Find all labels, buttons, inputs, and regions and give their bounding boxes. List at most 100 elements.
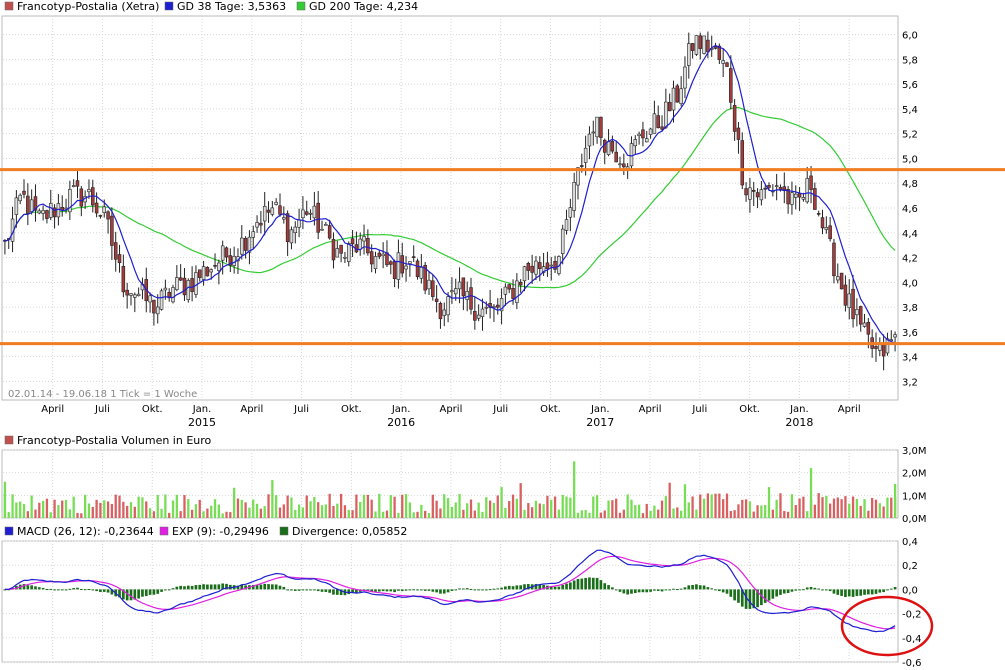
- candle-body: [515, 280, 519, 303]
- volume-bar: [783, 511, 786, 518]
- divergence-bar: [45, 589, 49, 591]
- price-grid: [3, 16, 897, 400]
- candle-body: [366, 237, 370, 254]
- candle-body: [717, 45, 722, 60]
- macd-y-tick: -0,4: [902, 634, 922, 645]
- candle-body: [434, 298, 439, 302]
- volume-bar: [53, 499, 56, 518]
- divergence-bar: [450, 589, 454, 591]
- candle-body: [690, 43, 695, 51]
- macd-y-tick: 0,0: [902, 585, 918, 596]
- volume-bar: [187, 499, 190, 518]
- divergence-bar: [599, 580, 603, 590]
- candle-body: [503, 286, 508, 295]
- volume-bar: [878, 503, 881, 518]
- divergence-bar: [186, 585, 190, 590]
- gd38-path: [4, 44, 896, 344]
- volume-bar: [867, 510, 870, 518]
- volume-bar: [519, 483, 522, 518]
- x-month-label: Juli: [492, 404, 508, 415]
- candle-body: [255, 222, 259, 228]
- volume-bar: [171, 500, 175, 518]
- volume-bar: [45, 498, 49, 518]
- volume-bar: [221, 513, 224, 518]
- candle-body: [683, 66, 687, 89]
- divergence-bar: [313, 589, 316, 591]
- volume-bar: [813, 504, 817, 518]
- candle-body: [637, 133, 641, 137]
- legend-label-macd: MACD (26, 12): -0,23644: [17, 525, 154, 538]
- candle-body: [312, 205, 317, 219]
- divergence-bar: [847, 589, 851, 597]
- volume-bar: [871, 497, 874, 518]
- volume-bar-peak: [809, 468, 813, 518]
- volume-bar: [412, 512, 415, 518]
- volume-bar: [210, 505, 213, 518]
- divergence-bar: [271, 584, 274, 590]
- candle-body: [18, 194, 22, 202]
- volume-bar: [313, 496, 316, 518]
- divergence-bar: [565, 583, 568, 590]
- divergence-bar: [259, 584, 263, 590]
- divergence-bar: [83, 589, 87, 591]
- macd-y-tick: 0,2: [902, 561, 918, 572]
- divergence-bar: [626, 589, 629, 595]
- divergence-bar: [244, 585, 247, 590]
- volume-bar: [699, 494, 702, 518]
- divergence-bar: [500, 587, 503, 590]
- candle-body: [56, 203, 61, 218]
- candle-body: [71, 185, 76, 187]
- divergence-bar: [725, 589, 729, 594]
- gd200-path: [12, 106, 896, 289]
- volume-bar: [622, 509, 625, 518]
- divergence-bar: [435, 589, 438, 593]
- volume-bar: [450, 506, 454, 518]
- volume-bar: [496, 495, 499, 518]
- candle-body: [190, 278, 194, 292]
- candle-body: [316, 202, 320, 233]
- divergence-bar: [209, 584, 213, 590]
- candle-body: [820, 217, 825, 229]
- volume-bar: [297, 504, 301, 518]
- candle-body: [198, 269, 202, 278]
- volume-bar: [435, 500, 438, 518]
- volume-y-tick: 0,0M: [902, 514, 927, 525]
- volume-bar: [722, 499, 725, 518]
- volume-bar: [523, 509, 526, 518]
- divergence-bar: [194, 585, 198, 590]
- candle-body: [736, 127, 741, 140]
- candle-body: [240, 237, 244, 255]
- candle-body: [889, 339, 894, 341]
- divergence-bar: [68, 588, 72, 590]
- divergence-bar: [148, 589, 152, 595]
- x-month-label: April: [838, 404, 861, 415]
- divergence-bar: [802, 589, 805, 591]
- candle-body: [297, 219, 301, 228]
- divergence-bar: [878, 589, 882, 593]
- volume-bar: [741, 499, 744, 518]
- volume-bar: [301, 507, 305, 518]
- price-y-tick: 4,4: [902, 229, 918, 240]
- volume-bar: [718, 493, 721, 518]
- volume-bar: [126, 505, 129, 518]
- divergence-bar: [874, 589, 878, 594]
- volume-bar: [236, 498, 240, 518]
- divergence-bar: [267, 584, 270, 590]
- candle-body: [446, 296, 450, 316]
- divergence-bar: [542, 584, 545, 590]
- volume-bar: [366, 494, 370, 518]
- x-month-label: Jan.: [192, 404, 212, 415]
- divergence-bar: [832, 589, 836, 594]
- volume-grid: [3, 449, 897, 519]
- volume-y-tick: 3,0M: [902, 446, 927, 457]
- candle-body: [645, 138, 649, 143]
- candle-body: [220, 245, 225, 261]
- candle-body: [289, 229, 294, 244]
- divergence-bar: [828, 589, 832, 592]
- candle-body: [675, 85, 680, 103]
- volume-bar: [649, 510, 652, 518]
- candle-body: [266, 209, 271, 213]
- divergence-bar: [767, 589, 771, 601]
- price-y-tick: 3,6: [902, 328, 918, 339]
- divergence-bar: [320, 589, 324, 592]
